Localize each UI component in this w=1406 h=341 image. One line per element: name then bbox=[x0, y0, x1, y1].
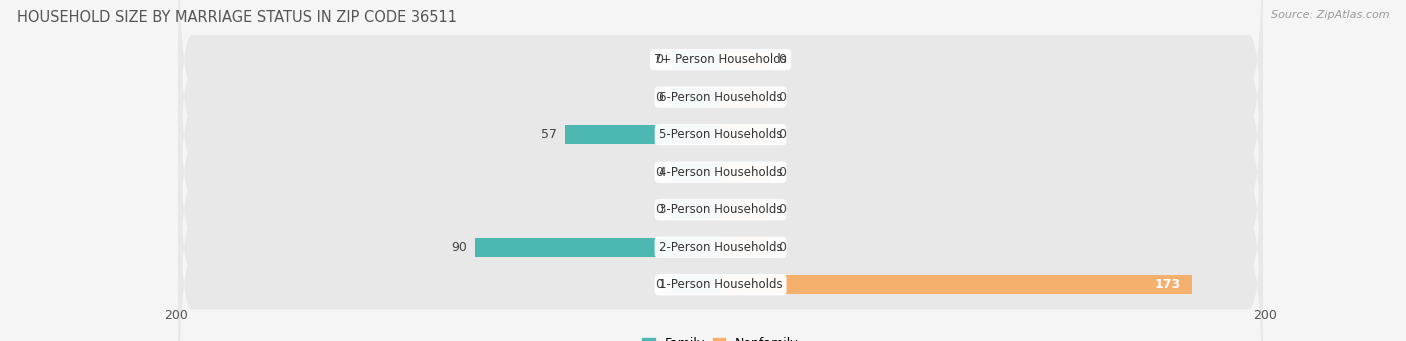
Text: 6-Person Households: 6-Person Households bbox=[659, 91, 782, 104]
Bar bbox=[721, 238, 769, 257]
FancyBboxPatch shape bbox=[179, 122, 1263, 341]
Text: 0: 0 bbox=[778, 53, 786, 66]
Text: 1-Person Households: 1-Person Households bbox=[659, 278, 782, 291]
FancyBboxPatch shape bbox=[179, 0, 1263, 260]
Bar bbox=[721, 200, 769, 219]
Text: 0: 0 bbox=[655, 53, 664, 66]
FancyBboxPatch shape bbox=[179, 0, 1263, 222]
Bar bbox=[672, 88, 721, 107]
Bar bbox=[672, 50, 721, 69]
Text: 0: 0 bbox=[778, 128, 786, 141]
Text: 0: 0 bbox=[655, 91, 664, 104]
Bar bbox=[721, 50, 769, 69]
FancyBboxPatch shape bbox=[179, 85, 1263, 341]
Text: 0: 0 bbox=[655, 166, 664, 179]
Text: 173: 173 bbox=[1154, 278, 1181, 291]
Text: 0: 0 bbox=[778, 203, 786, 216]
Bar bbox=[672, 200, 721, 219]
Bar bbox=[721, 163, 769, 182]
FancyBboxPatch shape bbox=[179, 47, 1263, 341]
Text: 7+ Person Households: 7+ Person Households bbox=[654, 53, 787, 66]
Bar bbox=[565, 125, 721, 144]
FancyBboxPatch shape bbox=[179, 0, 1263, 297]
Bar bbox=[721, 275, 1192, 294]
Bar bbox=[672, 163, 721, 182]
Text: 57: 57 bbox=[541, 128, 557, 141]
Bar bbox=[721, 88, 769, 107]
Text: HOUSEHOLD SIZE BY MARRIAGE STATUS IN ZIP CODE 36511: HOUSEHOLD SIZE BY MARRIAGE STATUS IN ZIP… bbox=[17, 10, 457, 25]
Text: 0: 0 bbox=[778, 241, 786, 254]
Text: 90: 90 bbox=[451, 241, 467, 254]
Bar bbox=[721, 125, 769, 144]
Text: 0: 0 bbox=[778, 91, 786, 104]
Text: 5-Person Households: 5-Person Households bbox=[659, 128, 782, 141]
Bar bbox=[672, 275, 721, 294]
Text: 0: 0 bbox=[655, 278, 664, 291]
Text: 2-Person Households: 2-Person Households bbox=[659, 241, 782, 254]
Text: 0: 0 bbox=[778, 166, 786, 179]
Text: 4-Person Households: 4-Person Households bbox=[659, 166, 782, 179]
Text: 0: 0 bbox=[655, 203, 664, 216]
Text: Source: ZipAtlas.com: Source: ZipAtlas.com bbox=[1271, 10, 1389, 20]
FancyBboxPatch shape bbox=[179, 10, 1263, 335]
Legend: Family, Nonfamily: Family, Nonfamily bbox=[637, 332, 804, 341]
Text: 3-Person Households: 3-Person Households bbox=[659, 203, 782, 216]
Bar bbox=[475, 238, 721, 257]
